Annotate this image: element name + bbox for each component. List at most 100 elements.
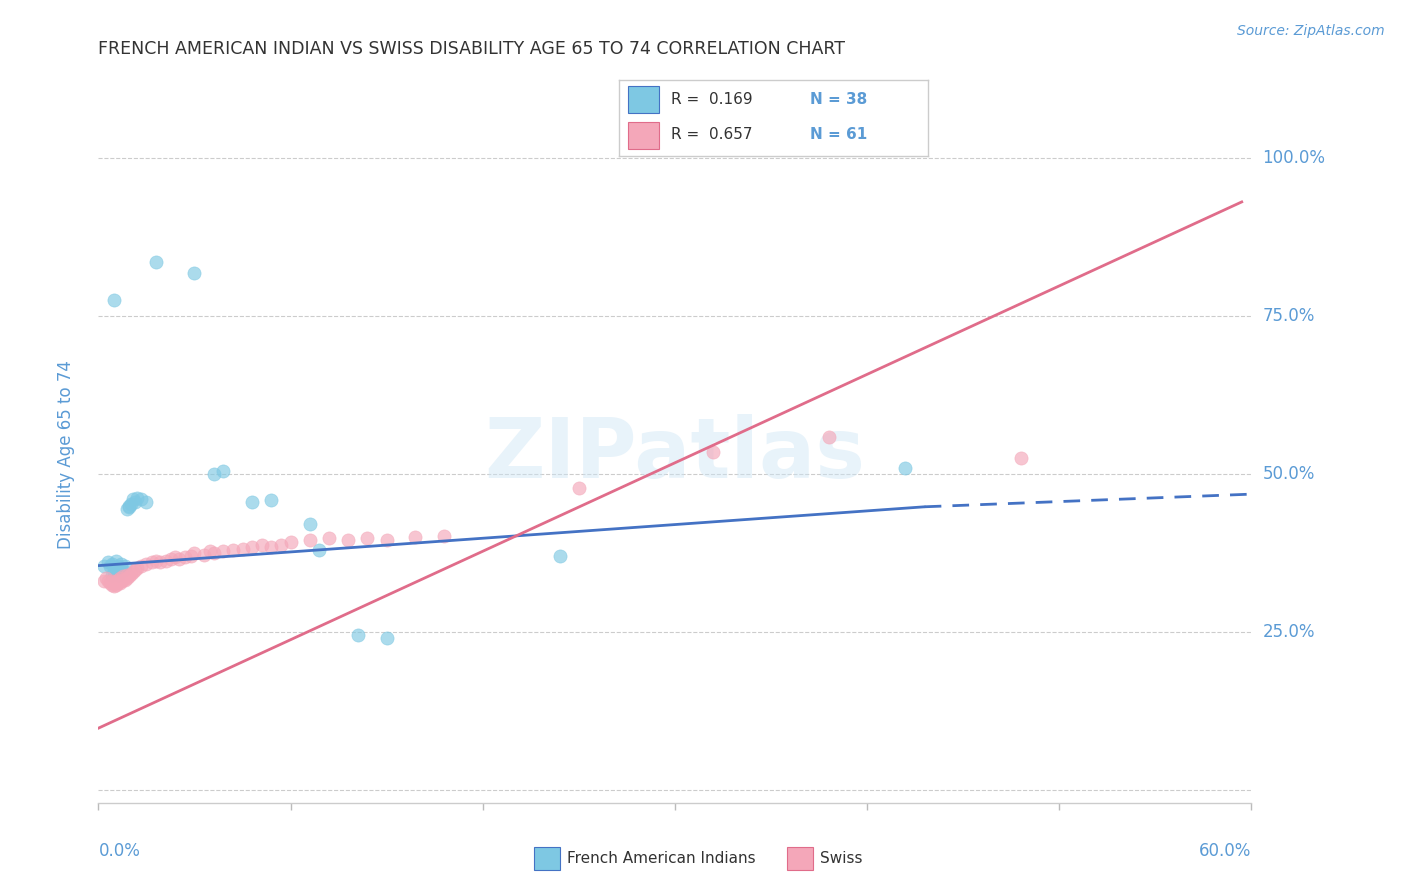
Point <box>141 556 163 570</box>
Point <box>117 501 138 516</box>
Point <box>702 444 724 458</box>
Point <box>112 573 135 587</box>
Point <box>118 499 141 513</box>
Point <box>93 574 115 589</box>
Point <box>433 529 456 543</box>
Point <box>375 632 398 646</box>
Point <box>270 538 292 552</box>
Point <box>129 558 152 573</box>
Point <box>108 575 131 590</box>
Point <box>103 575 125 590</box>
Point <box>107 558 129 573</box>
Point <box>250 538 273 552</box>
Point <box>212 464 235 478</box>
Point <box>155 554 177 568</box>
Point <box>122 565 145 579</box>
Point <box>101 574 124 589</box>
Point <box>97 574 120 589</box>
Point <box>124 563 146 577</box>
Point <box>129 492 152 507</box>
Point <box>167 552 190 566</box>
Point <box>117 571 138 585</box>
Point <box>101 568 124 582</box>
Point <box>104 554 127 568</box>
Point <box>174 550 197 565</box>
Point <box>101 577 124 591</box>
Point <box>202 546 225 560</box>
Point <box>104 562 127 576</box>
Point <box>108 565 131 579</box>
Text: 60.0%: 60.0% <box>1199 842 1251 860</box>
Point <box>112 563 135 577</box>
Point <box>183 266 205 280</box>
Point <box>135 495 157 509</box>
Point <box>202 467 225 481</box>
Point <box>118 569 141 583</box>
Point <box>104 574 127 589</box>
Point <box>107 575 129 590</box>
Text: ZIPatlas: ZIPatlas <box>485 415 865 495</box>
Point <box>135 557 157 571</box>
Point <box>110 557 132 571</box>
Point <box>122 492 145 507</box>
Bar <box>628 87 659 113</box>
Text: N = 61: N = 61 <box>810 128 868 143</box>
Point <box>308 542 330 557</box>
Point <box>568 481 591 495</box>
Point <box>198 544 221 558</box>
Point <box>260 493 283 508</box>
Point <box>375 533 398 548</box>
Point <box>108 562 131 576</box>
Point <box>94 571 117 585</box>
Point <box>97 556 120 570</box>
Point <box>120 566 142 581</box>
Text: R =  0.169: R = 0.169 <box>671 92 752 107</box>
Bar <box>628 122 659 149</box>
Point <box>180 549 202 563</box>
Point <box>118 500 141 514</box>
Point <box>104 577 127 591</box>
Point <box>894 460 917 475</box>
Point <box>124 495 146 509</box>
Point <box>260 540 283 554</box>
Point <box>110 574 132 589</box>
Point <box>149 556 172 570</box>
Point <box>93 558 115 573</box>
Point <box>231 541 254 556</box>
Point <box>346 628 368 642</box>
Text: R =  0.657: R = 0.657 <box>671 128 752 143</box>
Point <box>405 530 427 544</box>
Text: Source: ZipAtlas.com: Source: ZipAtlas.com <box>1237 24 1385 38</box>
Point <box>101 557 124 571</box>
Point <box>160 552 183 566</box>
Point <box>298 533 321 548</box>
Text: 0.0%: 0.0% <box>98 842 141 860</box>
Point <box>298 517 321 532</box>
Point <box>108 571 131 585</box>
Point <box>98 575 121 590</box>
Point <box>114 573 136 587</box>
Point <box>103 565 125 579</box>
Point <box>114 558 136 573</box>
Point <box>240 540 263 554</box>
Point <box>107 573 129 587</box>
Text: French American Indians: French American Indians <box>567 852 755 866</box>
Y-axis label: Disability Age 65 to 74: Disability Age 65 to 74 <box>56 360 75 549</box>
Point <box>337 533 360 548</box>
Point <box>1010 451 1032 466</box>
Point <box>212 544 235 558</box>
Point <box>145 554 167 568</box>
Point <box>356 532 378 546</box>
Point <box>817 430 839 444</box>
Point <box>193 548 215 562</box>
Point <box>98 558 121 573</box>
Point <box>165 550 187 565</box>
Text: 100.0%: 100.0% <box>1263 149 1326 167</box>
Text: 50.0%: 50.0% <box>1263 465 1315 483</box>
Point <box>183 546 205 560</box>
Text: N = 38: N = 38 <box>810 92 868 107</box>
Text: Swiss: Swiss <box>820 852 862 866</box>
Point <box>110 560 132 574</box>
Text: 25.0%: 25.0% <box>1263 623 1315 641</box>
Point <box>145 255 167 269</box>
